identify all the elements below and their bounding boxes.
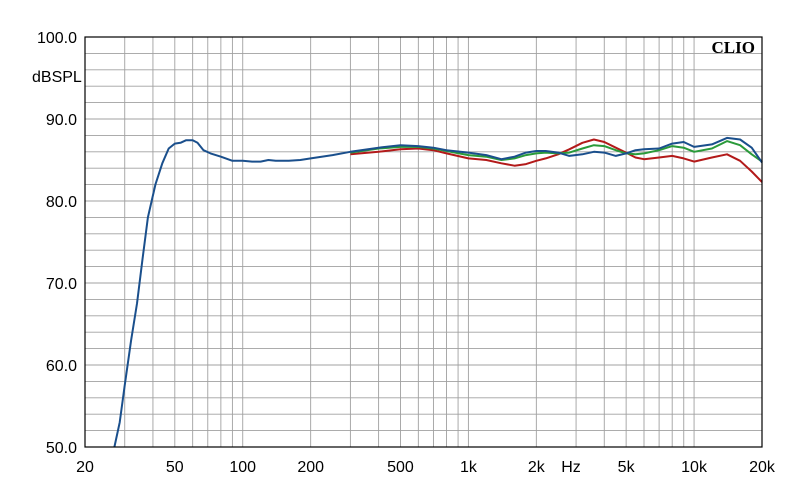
grid <box>85 37 762 447</box>
y-axis-label: dBSPL <box>32 69 82 86</box>
series-line-3 <box>113 136 763 448</box>
plot-frame <box>84 36 763 448</box>
x-axis-unit-label: Hz <box>561 459 581 476</box>
x-tick-label: 10k <box>681 459 708 476</box>
x-tick-label: 1k <box>460 459 478 476</box>
clio-brand-label: CLIO <box>712 38 755 57</box>
x-tick-label: 20 <box>76 459 94 476</box>
y-tick-label: 70.0 <box>46 276 77 293</box>
x-tick-label: 5k <box>618 459 636 476</box>
x-tick-label: 200 <box>297 459 324 476</box>
y-tick-label: 80.0 <box>46 194 77 211</box>
x-tick-label: 100 <box>229 459 256 476</box>
x-tick-label: 50 <box>166 459 184 476</box>
x-tick-label: 2k <box>528 459 546 476</box>
tick-labels: 50.0 60.0 70.0 80.0 90.0 100.0 20 50 100 200 500 1k… <box>37 30 776 476</box>
y-tick-label: 60.0 <box>46 358 77 375</box>
x-tick-label: 20k <box>749 459 776 476</box>
y-tick-label: 90.0 <box>46 112 77 129</box>
series-line-1 <box>350 138 763 183</box>
series-layer <box>113 136 763 448</box>
y-tick-label: 100.0 <box>37 30 77 47</box>
x-tick-label: 500 <box>387 459 414 476</box>
y-tick-label: 50.0 <box>46 440 77 457</box>
